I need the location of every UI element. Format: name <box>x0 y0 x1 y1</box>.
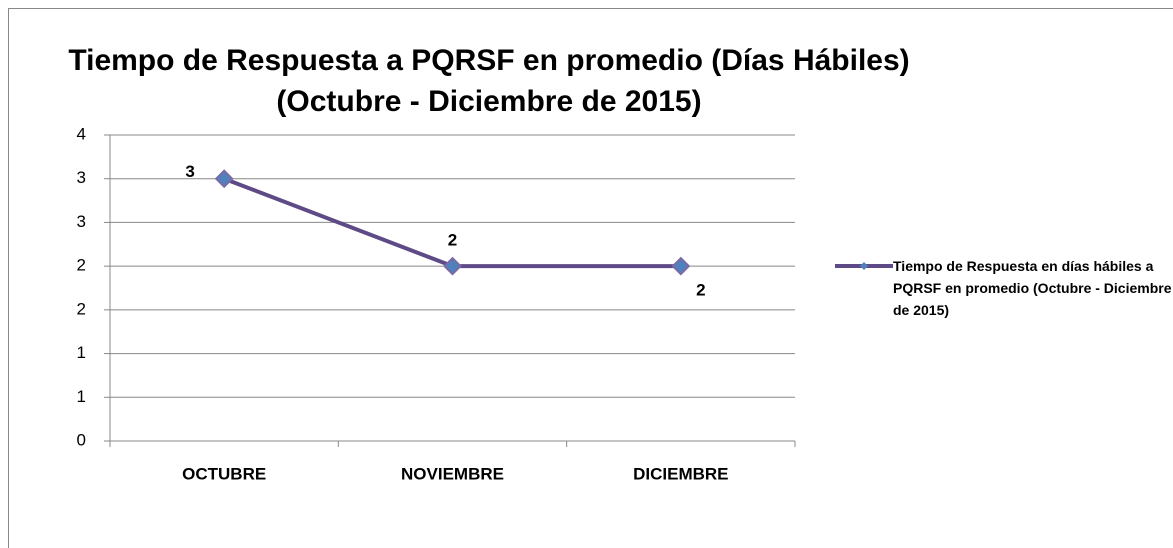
legend-label: Tiempo de Respuesta en días hábiles a PQ… <box>893 258 1172 318</box>
data-point <box>671 256 691 276</box>
y-tick-label: 1 <box>77 387 86 406</box>
chart-frame <box>8 8 1173 548</box>
legend-marker <box>860 262 868 270</box>
y-tick-label: 0 <box>77 430 86 449</box>
y-tick-label: 3 <box>77 212 86 231</box>
data-label: 2 <box>448 231 457 250</box>
y-tick-label: 2 <box>77 256 86 275</box>
x-tick-label: OCTUBRE <box>182 464 266 483</box>
chart-subtitle: (Octubre - Diciembre de 2015) <box>276 85 701 118</box>
data-label: 3 <box>185 162 194 181</box>
x-tick-label: DICIEMBRE <box>633 464 728 483</box>
chart-title: Tiempo de Respuesta a PQRSF en promedio … <box>68 44 909 77</box>
y-tick-label: 2 <box>77 299 86 318</box>
data-label: 2 <box>696 281 705 300</box>
y-tick-label: 3 <box>77 168 86 187</box>
y-tick-label: 4 <box>77 124 86 143</box>
x-tick-label: NOVIEMBRE <box>401 464 504 483</box>
y-tick-label: 1 <box>77 343 86 362</box>
data-point <box>443 256 462 276</box>
data-point <box>214 169 234 189</box>
